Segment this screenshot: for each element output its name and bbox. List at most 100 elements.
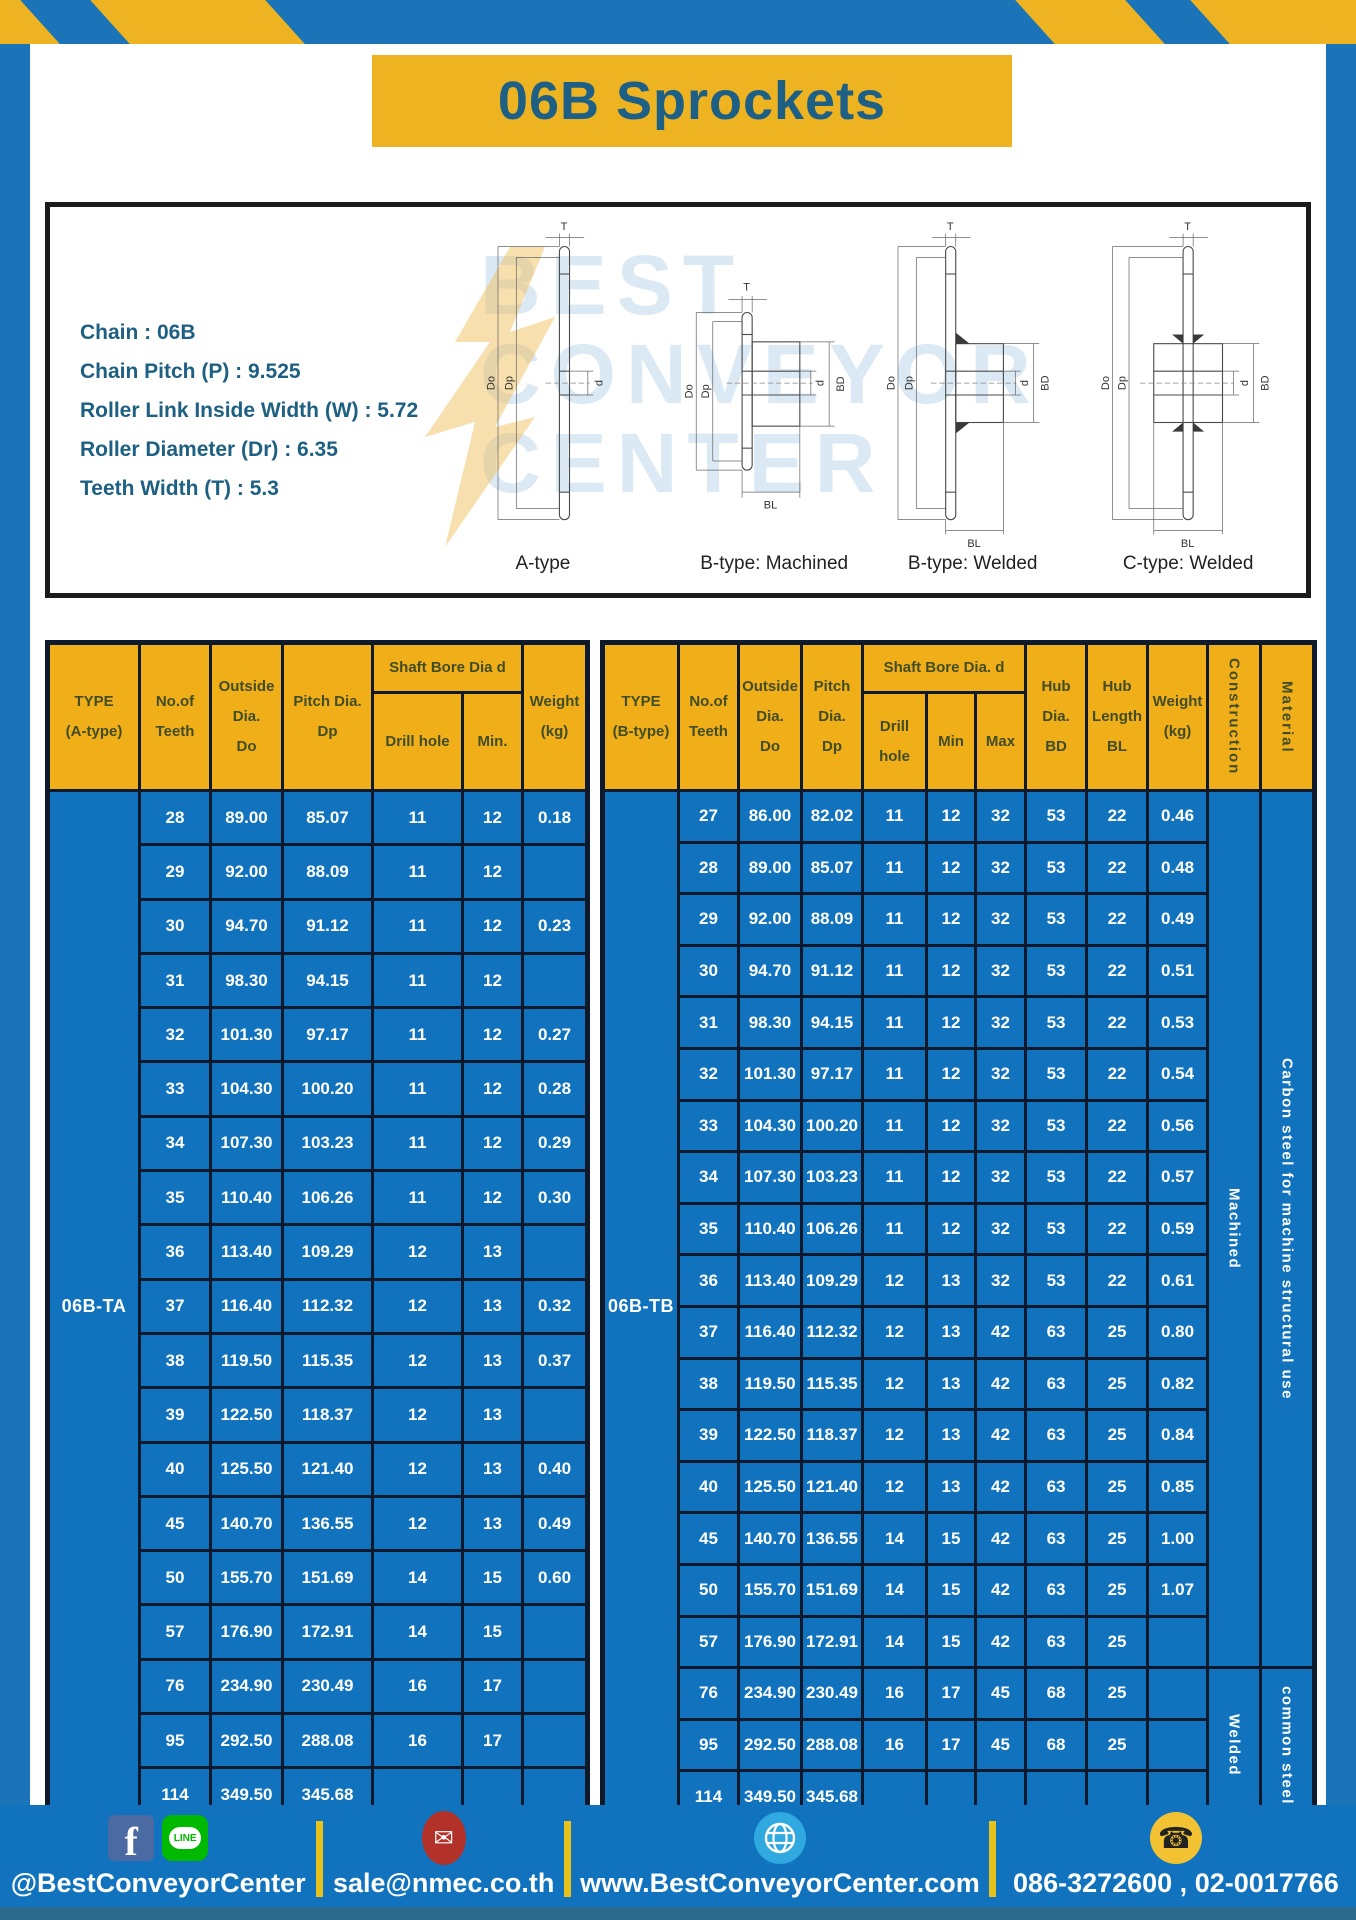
table-cell: 76 xyxy=(677,1666,740,1721)
table-cell: 29 xyxy=(138,843,212,901)
table-cell: 53 xyxy=(1024,1046,1089,1102)
table-cell: 25 xyxy=(1085,1666,1150,1721)
table-cell: 12 xyxy=(861,1253,928,1308)
construction-cell: Welded xyxy=(1206,1666,1263,1825)
svg-text:T: T xyxy=(743,282,750,294)
table-cell: 42 xyxy=(973,1356,1028,1412)
table-cell: 11 xyxy=(371,1060,464,1118)
data-row: 34 107.30 103.23 11 12 32 53 22 0.57 xyxy=(603,1150,1315,1205)
table-cell: 34 xyxy=(677,1150,740,1205)
table-cell: 11 xyxy=(371,843,464,901)
data-row: 39 122.50 118.37 12 13 42 63 25 0.84 xyxy=(603,1408,1315,1463)
table-cell: 38 xyxy=(138,1331,212,1390)
table-cell: 13 xyxy=(925,1304,977,1360)
table-cell: 45 xyxy=(973,1717,1028,1773)
table-cell: 0.54 xyxy=(1146,1046,1210,1102)
table-cell: 32 xyxy=(138,1006,212,1064)
table-cell: 92.00 xyxy=(209,843,284,901)
table-cell: 98.30 xyxy=(209,951,284,1010)
table-cell xyxy=(1146,1666,1210,1721)
table-cell: 106.26 xyxy=(281,1169,374,1227)
data-row: 31 98.30 94.15 11 12 32 53 22 0.53 xyxy=(603,995,1315,1050)
table-cell: 22 xyxy=(1085,1046,1150,1102)
table-cell: 30 xyxy=(138,897,212,955)
diagram-label: B-type: Welded xyxy=(907,553,1038,574)
table-cell: 0.40 xyxy=(521,1440,589,1498)
table-cell: 31 xyxy=(138,951,212,1010)
table-cell: 16 xyxy=(861,1717,928,1773)
table-cell: 17 xyxy=(925,1666,977,1721)
table-cell: 34 xyxy=(138,1114,212,1173)
data-row: 33 104.30 100.20 11 12 0.28 xyxy=(48,1060,589,1118)
table-cell: 32 xyxy=(973,995,1028,1050)
data-row: 36 113.40 109.29 12 13 xyxy=(48,1223,589,1281)
col-header-pitch-dia: Pitch Dia. Dp xyxy=(800,641,864,792)
table-cell: 151.69 xyxy=(281,1549,374,1607)
email-icon: ✉ xyxy=(421,1811,466,1865)
table-a-type: TYPE (A-type) No.of Teeth Outside Dia. D… xyxy=(45,640,590,1826)
table-cell: 121.40 xyxy=(800,1459,864,1515)
table-cell: 14 xyxy=(861,1614,928,1670)
sprocket-drawing-b-welded: T Do Dp d BD BL xyxy=(885,221,1051,549)
svg-text:Dp: Dp xyxy=(700,384,712,398)
data-row: 39 122.50 118.37 12 13 xyxy=(48,1386,589,1444)
table-cell: 12 xyxy=(371,1386,464,1444)
table-cell: 12 xyxy=(925,789,977,844)
col-header-weight: Weight (kg) xyxy=(1146,641,1210,792)
diagram-label: A-type xyxy=(515,553,571,574)
table-cell: 11 xyxy=(861,892,928,947)
table-cell: 172.91 xyxy=(800,1614,864,1670)
col-header-pitch-dia: Pitch Dia. Dp xyxy=(281,641,374,792)
globe-icon xyxy=(753,1812,806,1864)
spec-line: Teeth Width (T) : 5.3 xyxy=(80,477,279,500)
table-cell: 0.28 xyxy=(521,1060,589,1118)
table-cell: 17 xyxy=(461,1712,524,1770)
table-cell: 45 xyxy=(677,1511,740,1566)
col-header-shaft-bore: Shaft Bore Dia d xyxy=(371,641,524,694)
table-cell: 0.80 xyxy=(1146,1304,1210,1360)
col-header-outside-dia: Outside Dia. Do xyxy=(737,641,803,792)
svg-text:T: T xyxy=(561,221,568,233)
data-row: 76 234.90 230.49 16 17 xyxy=(48,1657,589,1716)
table-cell: 12 xyxy=(925,892,977,947)
table-cell: 12 xyxy=(371,1277,464,1335)
table-cell: 118.37 xyxy=(281,1386,374,1444)
svg-text:Dp: Dp xyxy=(1116,376,1128,390)
table-cell: 12 xyxy=(371,1494,464,1553)
table-cell: 98.30 xyxy=(737,995,803,1050)
table-cell: 140.70 xyxy=(209,1494,284,1553)
col-header-outside-dia: Outside Dia. Do xyxy=(209,641,284,792)
table-cell: 25 xyxy=(1085,1511,1150,1566)
diagram-label: B-type: Machined xyxy=(700,553,849,574)
table-cell: 0.46 xyxy=(1146,789,1210,844)
table-cell: 106.26 xyxy=(800,1201,864,1257)
col-header-min: Min. xyxy=(461,691,524,792)
table-cell: 107.30 xyxy=(737,1150,803,1205)
table-cell: 95 xyxy=(138,1712,212,1770)
table-cell: 13 xyxy=(461,1440,524,1498)
table-cell: 0.57 xyxy=(1146,1150,1210,1205)
data-row: 30 94.70 91.12 11 12 0.23 xyxy=(48,897,589,955)
table-cell: 0.18 xyxy=(521,788,589,847)
table-cell: 113.40 xyxy=(737,1253,803,1308)
data-row: 06B-TA 28 89.00 85.07 11 12 0.18 xyxy=(46,788,589,1825)
table-cell: 0.82 xyxy=(1146,1356,1210,1412)
table-cell: 11 xyxy=(861,789,928,844)
table-cell: 63 xyxy=(1024,1459,1089,1515)
table-cell: 0.49 xyxy=(1146,892,1210,947)
table-cell: 40 xyxy=(677,1459,740,1515)
svg-text:Dp: Dp xyxy=(904,376,916,390)
table-cell: 122.50 xyxy=(737,1408,803,1463)
type-cell: 06B-TA xyxy=(46,789,141,1825)
table-cell: 0.37 xyxy=(521,1331,589,1390)
table-cell: 32 xyxy=(973,1150,1028,1205)
table-cell: 13 xyxy=(925,1356,977,1412)
table-cell: 37 xyxy=(138,1277,212,1335)
table-cell: 107.30 xyxy=(209,1114,284,1173)
table-cell: 12 xyxy=(461,1169,524,1227)
type-cell: 06B-TB xyxy=(601,789,680,1825)
table-cell: 112.32 xyxy=(800,1304,864,1360)
table-cell: 40 xyxy=(138,1440,212,1498)
table-cell: 15 xyxy=(925,1614,977,1670)
table-cell xyxy=(521,1223,589,1281)
